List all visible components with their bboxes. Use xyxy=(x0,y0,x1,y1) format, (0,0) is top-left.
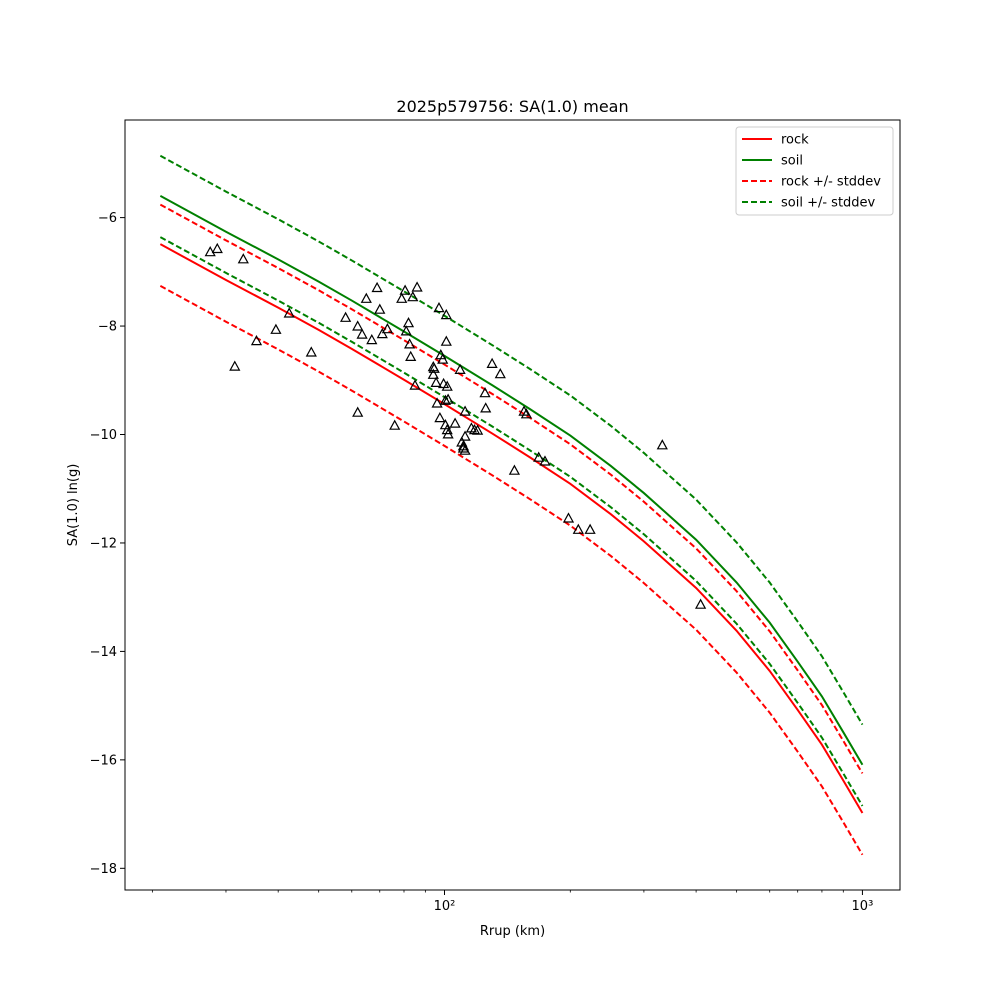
observation-point xyxy=(376,327,388,339)
legend-label: rock +/- stddev xyxy=(781,175,881,190)
y-tick-label: −6 xyxy=(98,211,117,226)
observation-point xyxy=(396,292,408,303)
soil-stddev-lower-line xyxy=(159,236,864,807)
soil-line xyxy=(159,195,864,766)
y-tick-label: −8 xyxy=(98,320,117,335)
y-tick-label: −10 xyxy=(90,428,117,443)
observation-point xyxy=(211,242,223,254)
observation-point xyxy=(270,323,282,334)
observation-point xyxy=(439,394,452,405)
plot-frame xyxy=(124,119,901,891)
legend-label: rock xyxy=(781,133,809,148)
observation-point xyxy=(381,323,394,334)
observation-point xyxy=(480,402,492,413)
plot-area xyxy=(159,154,864,856)
observation-point xyxy=(204,246,216,257)
legend-label: soil +/- stddev xyxy=(781,196,876,211)
observation-point xyxy=(352,320,364,331)
observation-point xyxy=(411,281,423,292)
observation-point xyxy=(539,455,551,466)
observation-point xyxy=(366,333,378,345)
observation-point xyxy=(400,325,412,336)
x-axis-label: Rrup (km) xyxy=(480,924,545,939)
observation-point xyxy=(427,368,439,379)
observation-point xyxy=(371,281,383,293)
observation-point xyxy=(440,335,452,346)
observation-point xyxy=(389,419,401,430)
observation-point xyxy=(409,379,421,390)
observation-point xyxy=(374,303,386,314)
observation-point xyxy=(533,451,545,462)
observation-point xyxy=(459,430,471,441)
observation-point xyxy=(520,408,533,419)
observation-point xyxy=(441,423,453,435)
x-tick-label: 10³ xyxy=(852,899,874,914)
observation-point xyxy=(442,393,454,404)
observation-point xyxy=(656,439,668,450)
observation-point xyxy=(694,598,707,609)
x-axis: 10² 10³ xyxy=(151,890,874,914)
observation-point xyxy=(441,380,453,391)
observation-point xyxy=(584,523,596,534)
observation-point xyxy=(433,301,445,313)
observation-point xyxy=(428,362,440,373)
observation-point xyxy=(356,328,368,339)
y-tick-label: −12 xyxy=(90,536,117,551)
observation-point xyxy=(339,311,352,322)
observation-point xyxy=(459,444,471,455)
y-axis-label: SA(1.0) ln(g) xyxy=(66,464,81,547)
observation-point xyxy=(431,397,443,408)
observation-point xyxy=(305,346,317,357)
observation-point xyxy=(229,360,241,371)
observation-point xyxy=(405,350,417,361)
observation-point xyxy=(479,387,491,398)
observation-point xyxy=(283,307,295,318)
observation-point xyxy=(360,292,372,303)
observation-point xyxy=(459,405,471,416)
observation-point xyxy=(440,308,452,320)
observation-point xyxy=(437,353,449,364)
observation-point xyxy=(508,464,521,475)
observation-point xyxy=(494,368,506,379)
rock-line xyxy=(159,243,864,814)
x-tick-label: 10² xyxy=(434,899,456,914)
observation-point xyxy=(518,405,530,416)
observation-point xyxy=(250,334,263,346)
observation-point xyxy=(454,363,466,374)
observation-point xyxy=(572,523,584,534)
y-tick-label: −14 xyxy=(90,645,117,660)
rock-stddev-upper-line xyxy=(159,203,864,774)
observation-point xyxy=(237,253,249,264)
legend-box xyxy=(735,126,894,216)
observation-point xyxy=(430,376,442,387)
observation-point xyxy=(471,424,484,435)
observation-point xyxy=(434,411,446,423)
soil-stddev-upper-line xyxy=(159,154,864,726)
chart-title: 2025p579756: SA(1.0) mean xyxy=(396,97,628,116)
rock-stddev-lower-line xyxy=(159,285,864,856)
observation-point xyxy=(449,417,461,428)
observation-point xyxy=(402,317,415,328)
observation-point xyxy=(352,406,364,417)
observation-point xyxy=(442,428,454,439)
observation-point xyxy=(486,357,498,368)
legend: rock soil rock +/- stddev soil +/- stddev xyxy=(735,126,894,216)
y-tick-label: −16 xyxy=(90,753,117,768)
observation-point xyxy=(403,338,416,349)
legend-label: soil xyxy=(781,154,803,169)
y-axis: −18 −16 −14 −12 −10 −8 −6 xyxy=(90,211,125,877)
observation-point xyxy=(562,512,575,523)
observation-point xyxy=(399,284,411,295)
y-tick-label: −18 xyxy=(90,862,117,877)
observation-point xyxy=(407,291,419,302)
